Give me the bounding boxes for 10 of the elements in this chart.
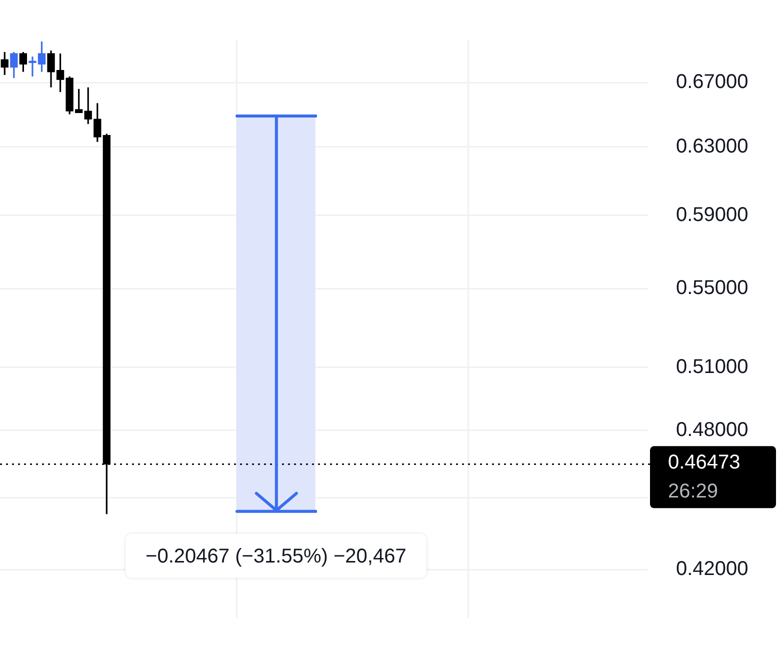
- ref-line-label: 0.46473: [668, 452, 740, 474]
- y-tick-label: 0.59000: [676, 204, 748, 226]
- y-tick-label: 0.48000: [676, 418, 748, 441]
- text: 26:29: [668, 480, 718, 503]
- y-tick-label: 0.51000: [676, 356, 748, 378]
- y-tick-label: 0.55000: [676, 277, 748, 300]
- y-tick-label: 0.63000: [676, 135, 748, 158]
- y-tick-label: 0.42000: [676, 558, 748, 580]
- y-tick-label: 0.67000: [676, 71, 748, 94]
- band-label: −0.20467 (−31.55%) −20,467: [146, 545, 406, 568]
